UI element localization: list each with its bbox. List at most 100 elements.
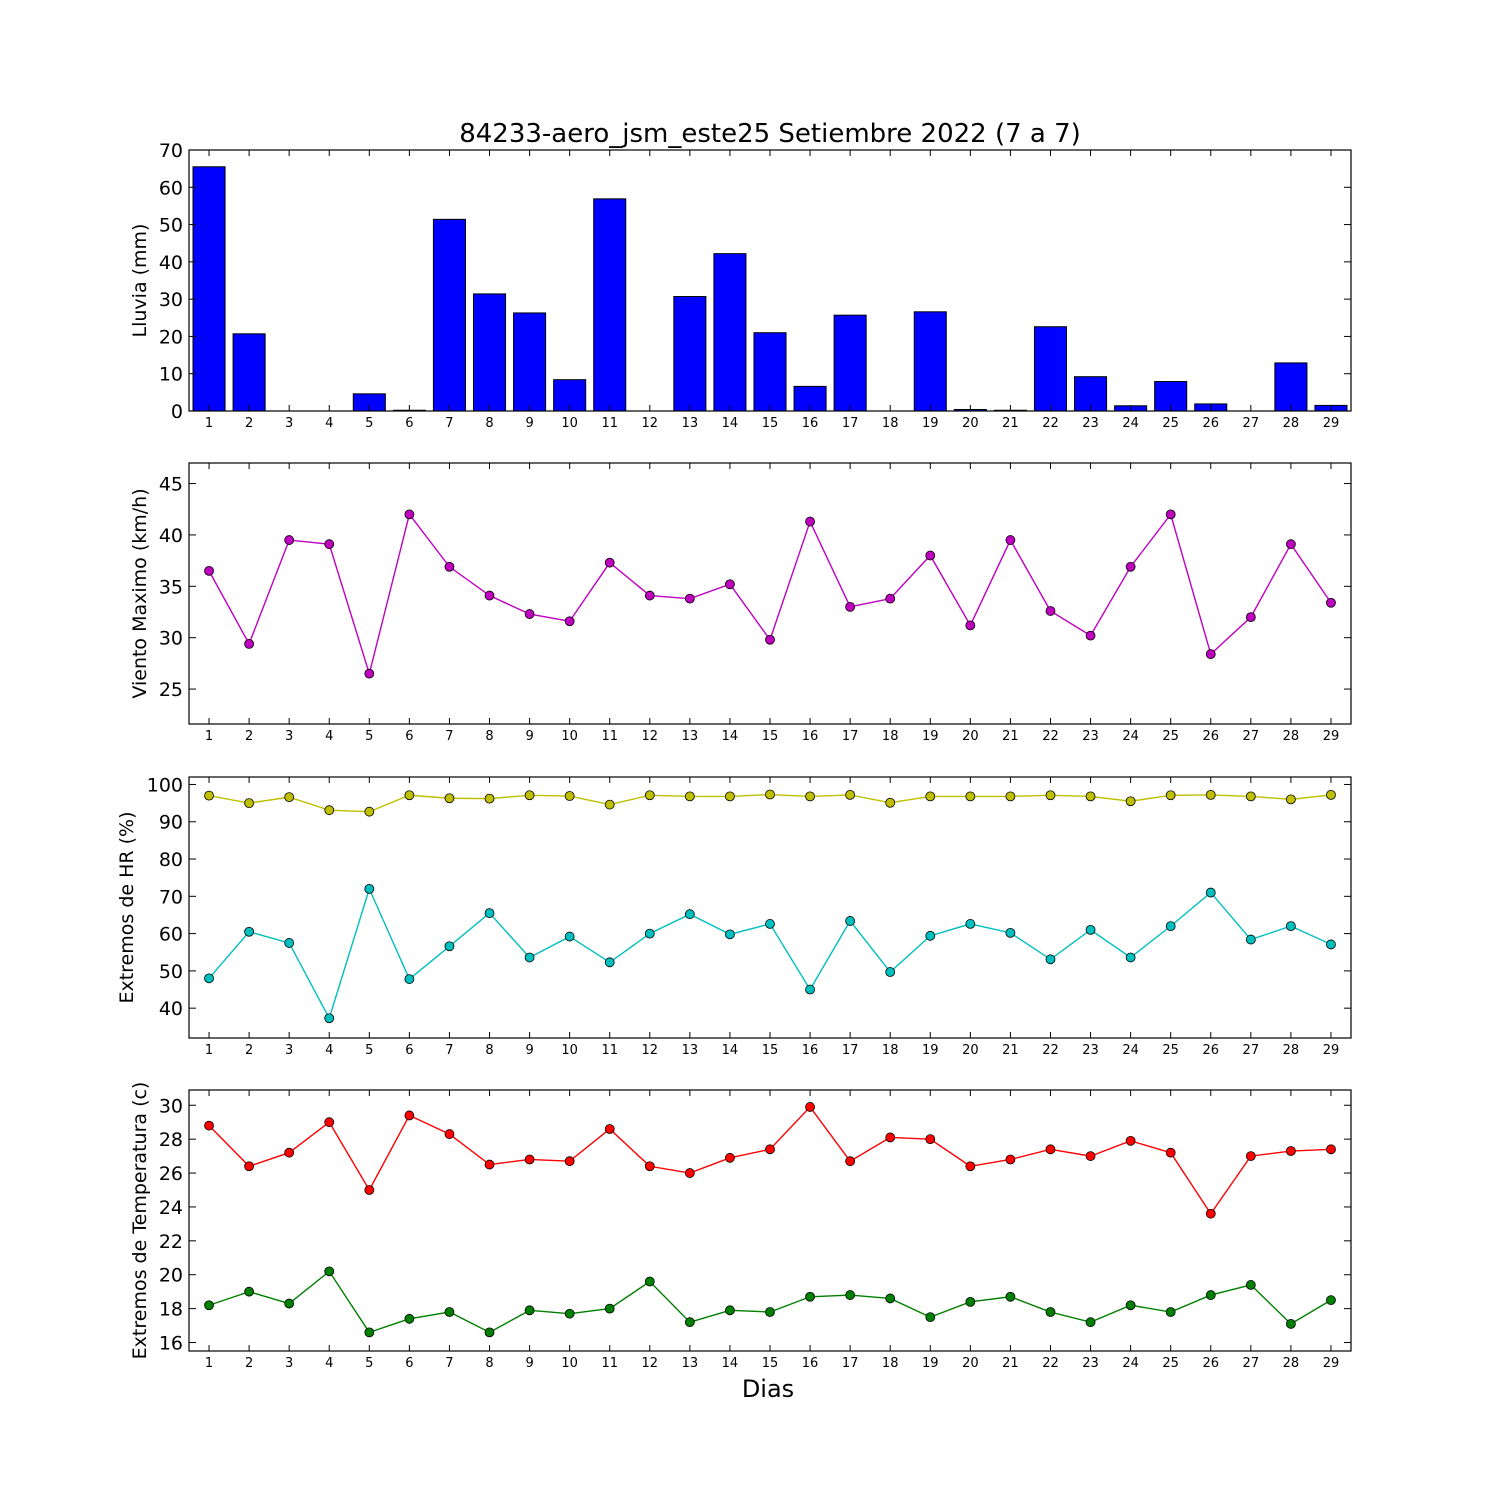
x-tick-label: 19 <box>922 416 939 431</box>
series-line-2 <box>208 1270 1332 1334</box>
x-tick-label: 20 <box>962 1356 979 1371</box>
point-s2-day-13 <box>684 1317 695 1328</box>
x-tick-label: 21 <box>1002 729 1019 744</box>
point-s1-day-8 <box>484 590 495 601</box>
point-s1-day-17 <box>845 1156 856 1167</box>
point-s1-day-8 <box>484 1159 495 1170</box>
x-tick-label: 20 <box>962 1043 979 1058</box>
x-tick-label: 23 <box>1082 416 1099 431</box>
x-tick-label: 9 <box>525 729 533 744</box>
x-tick-label: 24 <box>1122 729 1139 744</box>
x-tick-label: 16 <box>802 1356 819 1371</box>
series-line-1 <box>208 1105 1331 1215</box>
point-s1-day-25 <box>1165 509 1176 520</box>
y-tick-label: 30 <box>159 1095 183 1117</box>
x-tick-label: 6 <box>405 1356 413 1371</box>
point-s1-day-1 <box>204 565 214 576</box>
y-tick-label: 70 <box>159 886 183 908</box>
x-tick-label: 21 <box>1002 1356 1019 1371</box>
point-s1-day-15 <box>765 789 775 800</box>
x-tick-label: 29 <box>1323 1043 1340 1058</box>
point-s1-day-2 <box>244 638 255 649</box>
point-s1-day-22 <box>1045 606 1056 616</box>
point-s2-day-11 <box>604 1303 615 1314</box>
bar-day-11 <box>593 198 627 412</box>
point-s2-day-1 <box>204 1300 214 1311</box>
point-s1-day-3 <box>284 1147 295 1158</box>
x-tick-label: 15 <box>762 729 779 744</box>
point-s2-day-10 <box>564 931 575 942</box>
x-tick-label: 2 <box>245 729 253 744</box>
bar-day-7 <box>432 218 466 412</box>
x-tick-label: 22 <box>1042 416 1059 431</box>
point-s1-day-1 <box>204 790 214 801</box>
y-tick-label: 30 <box>159 289 183 311</box>
point-s2-day-2 <box>244 926 255 937</box>
x-tick-label: 10 <box>561 416 578 431</box>
y-tick-label: 25 <box>159 679 183 701</box>
point-s2-day-4 <box>324 1013 335 1024</box>
point-s2-day-25 <box>1165 921 1176 932</box>
series-line-1 <box>208 512 1332 677</box>
point-s2-day-26 <box>1205 887 1216 898</box>
point-s2-day-1 <box>204 973 214 984</box>
x-tick-label: 2 <box>245 416 253 431</box>
point-s2-day-6 <box>404 1313 415 1324</box>
point-s1-day-12 <box>644 790 655 801</box>
bar-day-22 <box>1033 326 1068 412</box>
x-tick-label: 13 <box>682 1356 699 1371</box>
x-tick-label: 17 <box>842 416 859 431</box>
point-s1-day-26 <box>1205 649 1216 660</box>
bar-day-2 <box>232 333 266 412</box>
x-tick-label: 5 <box>365 416 373 431</box>
x-tick-label: 5 <box>365 1043 373 1058</box>
x-tick-label: 29 <box>1323 1356 1340 1371</box>
point-s1-day-22 <box>1045 790 1056 801</box>
point-s1-day-6 <box>404 790 415 801</box>
x-tick-label: 24 <box>1122 1356 1139 1371</box>
point-s2-day-13 <box>684 909 695 920</box>
point-s2-day-7 <box>444 1307 455 1317</box>
point-s1-day-28 <box>1285 539 1296 550</box>
point-s1-day-29 <box>1326 1144 1336 1155</box>
point-s2-day-19 <box>925 930 936 941</box>
x-tick-label: 25 <box>1162 729 1179 744</box>
y-axis-label: Viento Maximo (km/h) <box>129 488 151 698</box>
point-s2-day-10 <box>564 1308 575 1319</box>
point-s1-day-18 <box>885 1132 896 1143</box>
point-s1-day-11 <box>604 1124 615 1134</box>
x-tick-label: 3 <box>285 1043 293 1058</box>
point-s2-day-22 <box>1045 954 1056 965</box>
y-tick-label: 30 <box>159 628 183 650</box>
x-tick-label: 12 <box>642 1043 659 1058</box>
x-tick-label: 26 <box>1202 1356 1219 1371</box>
x-tick-label: 21 <box>1002 416 1019 431</box>
bar-day-1 <box>192 166 226 412</box>
x-tick-label: 1 <box>205 1043 213 1058</box>
x-tick-label: 4 <box>325 1043 333 1058</box>
x-tick-label: 4 <box>325 729 333 744</box>
x-tick-label: 14 <box>722 416 739 431</box>
point-s2-day-26 <box>1205 1290 1216 1300</box>
point-s2-day-23 <box>1085 1317 1096 1328</box>
x-tick-label: 8 <box>485 1043 493 1058</box>
point-s1-day-6 <box>404 509 415 520</box>
point-s2-day-25 <box>1165 1307 1176 1317</box>
point-s2-day-9 <box>524 1305 535 1316</box>
point-s1-day-17 <box>845 789 856 800</box>
x-tick-label: 5 <box>365 729 373 744</box>
y-tick-label: 80 <box>159 849 183 871</box>
point-s1-day-5 <box>364 806 375 817</box>
point-s1-day-13 <box>684 791 695 802</box>
point-s2-day-7 <box>444 941 455 952</box>
x-tick-label: 4 <box>325 1356 333 1371</box>
x-tick-label: 4 <box>325 416 333 431</box>
x-axis-label: Dias <box>742 1375 794 1403</box>
point-s1-day-22 <box>1045 1144 1056 1155</box>
point-s1-day-19 <box>925 1134 936 1145</box>
point-s1-day-20 <box>965 620 976 631</box>
point-s1-day-21 <box>1005 791 1016 802</box>
point-s1-day-20 <box>965 1161 976 1172</box>
